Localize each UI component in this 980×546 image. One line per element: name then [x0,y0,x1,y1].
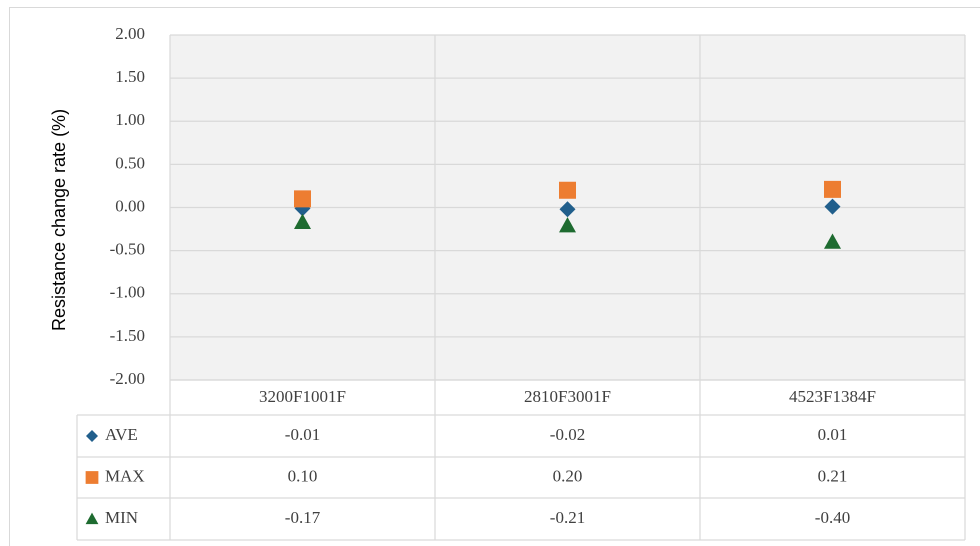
table-value: 0.01 [818,425,848,444]
y-tick-label: 2.00 [115,24,145,43]
legend-label: MAX [105,466,145,485]
y-tick-label: -1.50 [110,326,145,345]
y-tick-label: 0.50 [115,153,145,172]
table-value: 0.21 [818,466,848,485]
legend-marker [85,471,99,484]
y-tick-label: -2.00 [110,369,145,388]
y-tick-label: 0.00 [115,196,145,215]
legend-label: MIN [105,508,138,527]
marker [824,233,841,249]
marker [294,213,311,229]
y-axis-title: Resistance change rate (%) [49,109,69,331]
x-tick-label: 2810F3001F [524,387,611,406]
table-value: -0.17 [285,508,321,527]
table-value: 0.10 [288,466,318,485]
table-value: -0.02 [550,425,585,444]
y-tick-label: 1.00 [115,110,145,129]
marker [824,180,841,198]
marker [559,181,576,199]
legend-label: AVE [105,425,138,444]
marker [559,201,576,218]
x-tick-label: 3200F1001F [259,387,346,406]
table-value: -0.21 [550,508,585,527]
x-tick-label: 4523F1384F [789,387,876,406]
y-tick-label: -1.00 [110,283,145,302]
marker [294,190,311,208]
marker [824,198,841,215]
y-tick-label: -0.50 [110,240,145,259]
marker [559,217,576,233]
y-tick-label: 1.50 [115,67,145,86]
table-value: 0.20 [553,466,583,485]
table-value: -0.01 [285,425,320,444]
legend-marker [86,430,98,442]
table-value: -0.40 [815,508,850,527]
legend-marker [85,512,99,525]
